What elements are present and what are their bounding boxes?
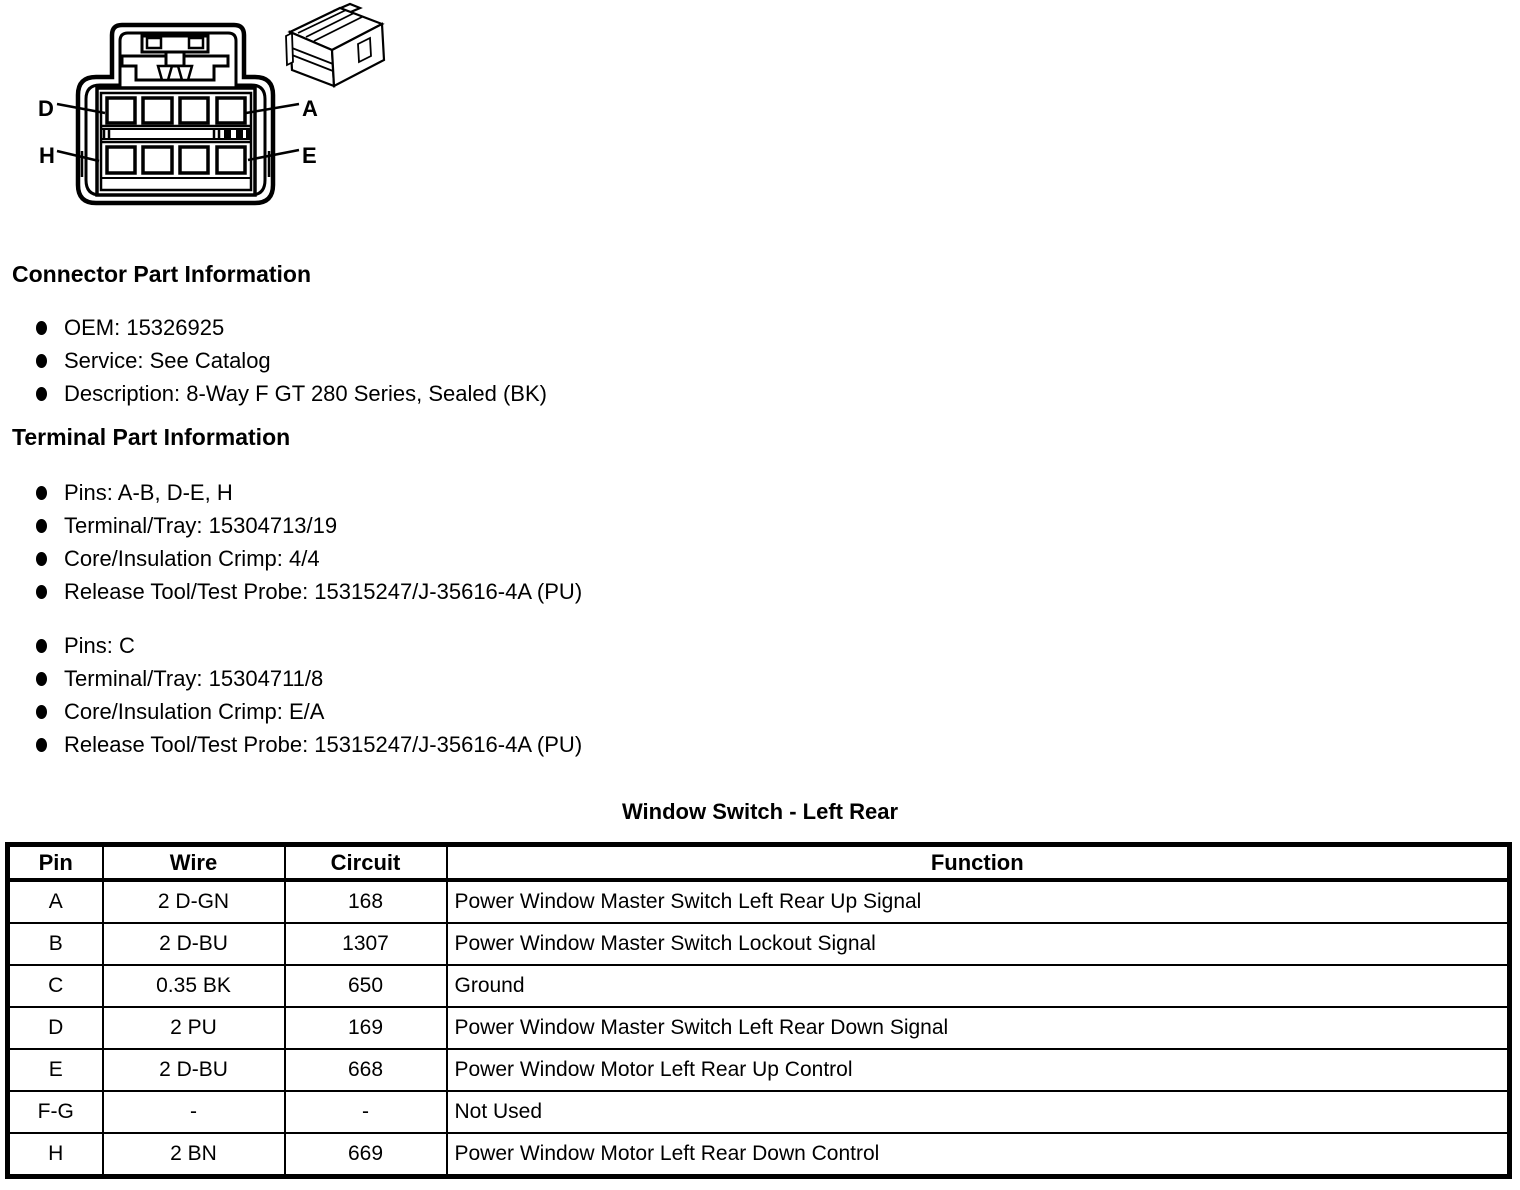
pin-label-a: A	[302, 96, 318, 121]
list-item: Pins: A-B, D-E, H	[36, 476, 582, 509]
bullet-icon	[36, 485, 47, 500]
pin-label-h: H	[39, 143, 55, 168]
list-item-text: Pins: A-B, D-E, H	[64, 479, 233, 505]
leader-lines	[56, 102, 300, 163]
cavities-top-row	[105, 96, 247, 125]
pin-label-e: E	[302, 143, 317, 168]
cell-function: Not Used	[445, 1090, 1511, 1134]
pinout-table: Pin Wire Circuit Function A 2 D-GN 168 P…	[5, 842, 1512, 1179]
cell-pin: F-G	[6, 1090, 104, 1134]
bullet-icon	[36, 518, 47, 533]
list-item: OEM: 15326925	[36, 311, 547, 344]
cell-circuit: -	[283, 1090, 448, 1134]
list-item: Description: 8-Way F GT 280 Series, Seal…	[36, 377, 547, 410]
bullet-icon	[36, 551, 47, 566]
cell-function: Power Window Motor Left Rear Down Contro…	[445, 1132, 1511, 1178]
seal-band	[101, 124, 251, 179]
cell-function: Power Window Motor Left Rear Up Control	[445, 1048, 1511, 1092]
latch-detail	[120, 34, 230, 82]
connector-part-info-heading: Connector Part Information	[12, 261, 312, 287]
list-item: Terminal/Tray: 15304713/19	[36, 509, 582, 542]
column-header-circuit: Circuit	[283, 843, 448, 882]
cavities-bottom-row	[105, 145, 247, 175]
list-item-text: Description: 8-Way F GT 280 Series, Seal…	[64, 380, 547, 406]
list-item-text: OEM: 15326925	[64, 314, 225, 340]
cell-wire: -	[101, 1090, 286, 1134]
terminal-info-list-group2: Pins: C Terminal/Tray: 15304711/8 Core/I…	[36, 629, 582, 761]
list-item-text: Terminal/Tray: 15304711/8	[64, 665, 324, 691]
table-row: E 2 D-BU 668 Power Window Motor Left Rea…	[6, 1048, 1511, 1092]
column-header-wire: Wire	[101, 843, 286, 882]
cell-circuit: 669	[283, 1132, 448, 1178]
list-item: Pins: C	[36, 629, 582, 662]
cell-circuit: 650	[283, 964, 448, 1008]
bullet-icon	[36, 737, 47, 752]
cell-pin: E	[6, 1048, 104, 1092]
cell-function: Power Window Master Switch Lockout Signa…	[445, 922, 1511, 966]
list-item: Service: See Catalog	[36, 344, 547, 377]
cell-circuit: 668	[283, 1048, 448, 1092]
table-row: F-G - - Not Used	[6, 1090, 1511, 1134]
terminal-part-info-heading: Terminal Part Information	[12, 424, 291, 450]
cell-circuit: 168	[283, 879, 448, 924]
cell-pin: C	[6, 964, 104, 1008]
bullet-icon	[36, 386, 47, 401]
list-item: Core/Insulation Crimp: 4/4	[36, 542, 582, 575]
cell-wire: 2 D-BU	[101, 1048, 286, 1092]
list-item: Core/Insulation Crimp: E/A	[36, 695, 582, 728]
cell-wire: 2 D-BU	[101, 922, 286, 966]
list-item-text: Core/Insulation Crimp: 4/4	[64, 545, 320, 571]
list-item-text: Pins: C	[64, 632, 135, 658]
bullet-icon	[36, 671, 47, 686]
table-row: B 2 D-BU 1307 Power Window Master Switch…	[6, 922, 1511, 966]
pinout-table-title: Window Switch - Left Rear	[621, 799, 899, 824]
connector-info-list: OEM: 15326925 Service: See Catalog Descr…	[36, 311, 547, 410]
table-header-row: Pin Wire Circuit Function	[6, 843, 1511, 882]
list-item-text: Core/Insulation Crimp: E/A	[64, 698, 325, 724]
list-item-text: Service: See Catalog	[64, 347, 271, 373]
table-row: H 2 BN 669 Power Window Motor Left Rear …	[6, 1132, 1511, 1178]
list-item-text: Terminal/Tray: 15304713/19	[64, 512, 338, 538]
bullet-icon	[36, 638, 47, 653]
list-item-text: Release Tool/Test Probe: 15315247/J-3561…	[64, 578, 583, 604]
cell-wire: 2 PU	[101, 1006, 286, 1050]
cell-pin: A	[6, 879, 104, 924]
connector-3d-icon	[285, 2, 386, 88]
connector-face-view: D A H E	[38, 22, 318, 206]
cell-circuit: 1307	[283, 922, 448, 966]
list-item: Release Tool/Test Probe: 15315247/J-3561…	[36, 575, 582, 608]
cell-pin: H	[6, 1132, 104, 1178]
cell-pin: D	[6, 1006, 104, 1050]
bullet-icon	[36, 320, 47, 335]
bullet-icon	[36, 704, 47, 719]
connector-diagram: D A H E	[38, 2, 386, 206]
terminal-info-list-group1: Pins: A-B, D-E, H Terminal/Tray: 1530471…	[36, 476, 582, 608]
cell-function: Power Window Master Switch Left Rear Dow…	[445, 1006, 1511, 1050]
column-header-pin: Pin	[6, 843, 104, 882]
column-header-function: Function	[445, 843, 1511, 882]
list-item-text: Release Tool/Test Probe: 15315247/J-3561…	[64, 731, 583, 757]
cell-function: Ground	[445, 964, 1511, 1008]
cell-circuit: 169	[283, 1006, 448, 1050]
table-row: C 0.35 BK 650 Ground	[6, 964, 1511, 1008]
bullet-icon	[36, 584, 47, 599]
cell-wire: 0.35 BK	[101, 964, 286, 1008]
table-row: A 2 D-GN 168 Power Window Master Switch …	[6, 879, 1511, 924]
cell-wire: 2 BN	[101, 1132, 286, 1178]
cell-function: Power Window Master Switch Left Rear Up …	[445, 879, 1511, 924]
list-item: Release Tool/Test Probe: 15315247/J-3561…	[36, 728, 582, 761]
pin-label-d: D	[38, 96, 54, 121]
cell-pin: B	[6, 922, 104, 966]
table-row: D 2 PU 169 Power Window Master Switch Le…	[6, 1006, 1511, 1050]
bullet-icon	[36, 353, 47, 368]
cell-wire: 2 D-GN	[101, 879, 286, 924]
list-item: Terminal/Tray: 15304711/8	[36, 662, 582, 695]
